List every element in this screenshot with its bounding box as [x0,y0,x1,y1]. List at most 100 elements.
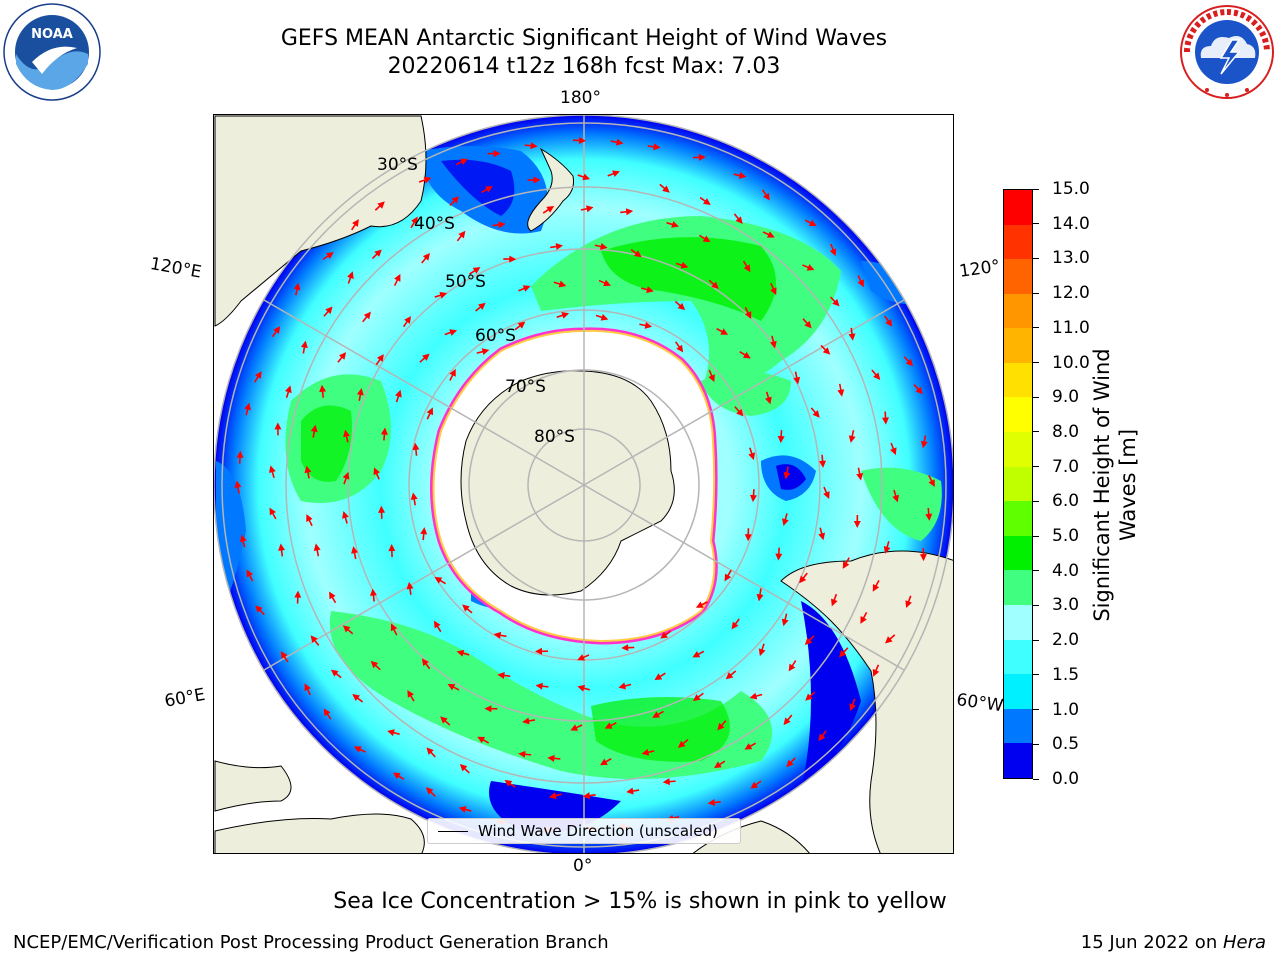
colorbar-label-line2: Waves [m] [1116,428,1140,542]
wave-arrow-head [600,758,608,766]
wave-arrow-head [558,280,567,288]
lon-label-120w: 120° [958,256,1002,282]
colorbar-tick-label: 1.5 [1052,664,1080,685]
wave-arrow-head [641,748,650,756]
colorbar-segment [1004,397,1032,433]
wave-arrow-head [356,388,364,396]
colorbar-segment [1004,432,1032,467]
colorbar-segment [1004,570,1032,606]
wave-arrow-head [477,736,486,744]
wave-arrow-head [390,623,398,632]
colorbar-tick-label: 0.0 [1052,769,1080,789]
wave-arrow-head [310,635,318,643]
colorbar-segment [1004,708,1032,744]
wave-arrow-head [509,255,517,263]
wave-arrow-head [743,264,751,273]
wave-arrow-head [873,372,881,380]
legend-label: Wind Wave Direction (unscaled) [478,822,718,840]
wave-arrow-head [758,648,766,657]
wave-arrow-head [458,230,466,239]
colorbar-tick-mark [1033,709,1039,711]
wave-arrow-head [326,252,334,259]
wave-arrow-head [725,672,734,680]
wave-arrow-head [920,440,928,449]
wave-arrow-head [530,142,538,150]
wave-arrow-head [352,694,360,702]
wave-arrow-head [244,402,251,411]
wave-arrow-head [823,491,830,499]
wave-arrow-head [671,221,679,228]
colorbar-tick-label: 9.0 [1052,387,1080,408]
wave-arrow-head [744,743,753,750]
wave-arrow-head [829,248,837,257]
wave-arrow-head [832,298,840,307]
wave-arrow-head [713,761,722,769]
chart-title: GEFS MEAN Antarctic Significant Height o… [280,26,888,51]
wave-arrow-head [462,604,470,612]
wave-arrow-head [456,649,465,657]
colorbar-tick-mark [1033,257,1039,259]
wave-arrow-head [236,450,244,458]
wave-arrow-head [439,291,448,299]
wave-arrow-head [404,316,412,324]
colorbar-segment [1004,674,1032,709]
wave-arrow-head [363,311,371,320]
wave-arrow-head [555,243,564,251]
colorbar-segment [1004,293,1032,329]
wave-arrow-head [653,143,661,151]
colorbar-tick-mark [1033,292,1039,294]
wave-arrow-head [783,471,791,480]
wave-arrow-head [377,201,385,209]
wave-arrow-head [905,600,912,608]
colorbar-tick-mark [1033,223,1039,225]
lat-label-70s: 70°S [505,377,546,397]
wave-arrow-head [561,312,570,319]
wave-arrow-head [535,682,543,690]
wave-arrow-head [804,320,812,329]
wave-arrow-head [885,318,893,327]
legend-line-sample [438,831,468,832]
wave-arrow-head [310,424,318,433]
wave-arrow-head [882,417,889,425]
wave-arrow-head [626,787,634,795]
wave-arrow-head [304,683,311,692]
wave-arrow-head [756,593,764,602]
colorbar-tick-mark [1033,570,1039,572]
wave-arrow-head [782,518,789,526]
wave-arrow-head [819,460,827,468]
colorbar-tick-label: 13.0 [1052,248,1090,269]
wave-arrow-head [478,302,486,310]
wave-arrow-head [493,631,502,639]
wave-arrow-head [269,465,276,474]
wave-arrow-head [676,344,684,353]
wave-arrow-head [749,692,758,700]
wave-arrow-head [849,703,856,712]
wave-arrow-head [660,631,668,639]
colorbar-tick-mark [1033,604,1039,606]
wave-arrow-head [769,340,777,349]
wave-arrow-head [915,386,923,395]
wave-arrow-head [426,747,434,755]
wave-arrow-head [793,376,801,385]
graticule [221,115,947,853]
wave-arrow-head [770,287,777,296]
nws-logo [1177,2,1277,102]
wave-arrow-head [412,442,420,451]
wave-arrow-head [323,708,331,717]
wave-arrow-head [459,764,468,772]
wave-arrow-head [842,561,850,569]
wave-arrow-head [300,340,308,349]
wave-arrow-head [731,621,739,630]
colorbar-tick-label: 8.0 [1052,421,1080,442]
wave-arrow-head [407,689,414,698]
wave-arrow-head [744,534,752,542]
colorbar-tick-mark [1033,188,1039,190]
colorbar-tick-label: 10.0 [1052,352,1090,373]
colorbar-segment [1004,328,1032,363]
colorbar-segment [1004,639,1032,675]
lon-label-60w: 60°W [955,690,1005,717]
wave-arrow-head [763,192,770,201]
wave-arrow-head [294,590,302,598]
wave-arrow-head [255,605,263,613]
wave-arrow-head [378,505,386,513]
